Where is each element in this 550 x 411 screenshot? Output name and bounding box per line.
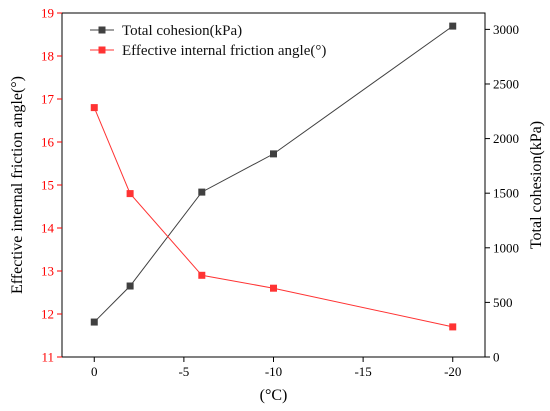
left-y-tick-label: 19 [41,6,54,21]
right-axis-title: Total cohesion(kPa) [528,121,545,249]
right-y-tick-label: 1000 [493,240,519,255]
data-point-cohesion [198,188,206,196]
right-y-tick-label: 2500 [493,76,519,91]
right-y-tick-label: 2000 [493,131,519,146]
x-axis-title: (°C) [260,387,288,404]
right-y-tick-label: 500 [493,295,513,310]
right-y-tick-label: 1500 [493,186,519,201]
ticks-layer: 0 -5 -10 -15 -20 11 12 13 14 15 16 17 18 19 0 500 1000 15… [41,6,519,380]
series-layer [90,22,457,331]
legend-label-cohesion: Total cohesion(kPa) [122,23,242,39]
data-point-friction [126,190,134,198]
x-tick-label: -20 [444,364,461,379]
data-point-friction [270,284,277,292]
left-y-tick-label: 15 [41,178,54,193]
left-y-tick-label: 16 [41,135,55,150]
data-point-friction [90,104,98,112]
legend-swatch-marker-cohesion [98,26,106,34]
series-line-friction [93,107,453,328]
x-tick-label: 0 [91,364,98,379]
legend-label-friction: Effective internal friction angle(°) [122,43,326,59]
legend: Total cohesion(kPa) Effective internal f… [90,23,326,59]
x-tick-label: -10 [265,364,282,379]
legend-swatch-marker-friction [98,46,106,54]
data-point-friction [449,323,457,331]
data-point-friction [198,271,206,279]
data-point-cohesion [449,22,457,30]
data-point-cohesion [270,150,277,158]
left-y-tick-label: 14 [41,221,55,236]
right-y-tick-label: 3000 [493,22,519,37]
right-y-tick-label: 0 [493,350,500,365]
x-tick-label: -5 [178,364,189,379]
data-point-cohesion [126,282,134,290]
left-y-tick-label: 13 [41,264,54,279]
left-axis-title: Effective internal friction angle(°) [9,76,26,294]
x-tick-label: -15 [354,364,371,379]
plot-frame [61,12,486,358]
left-y-tick-label: 11 [41,350,54,365]
left-y-tick-label: 17 [41,92,55,107]
data-point-cohesion [90,318,98,326]
left-y-tick-label: 18 [41,49,54,64]
left-y-tick-label: 12 [41,307,54,322]
series-line-cohesion [93,25,454,323]
